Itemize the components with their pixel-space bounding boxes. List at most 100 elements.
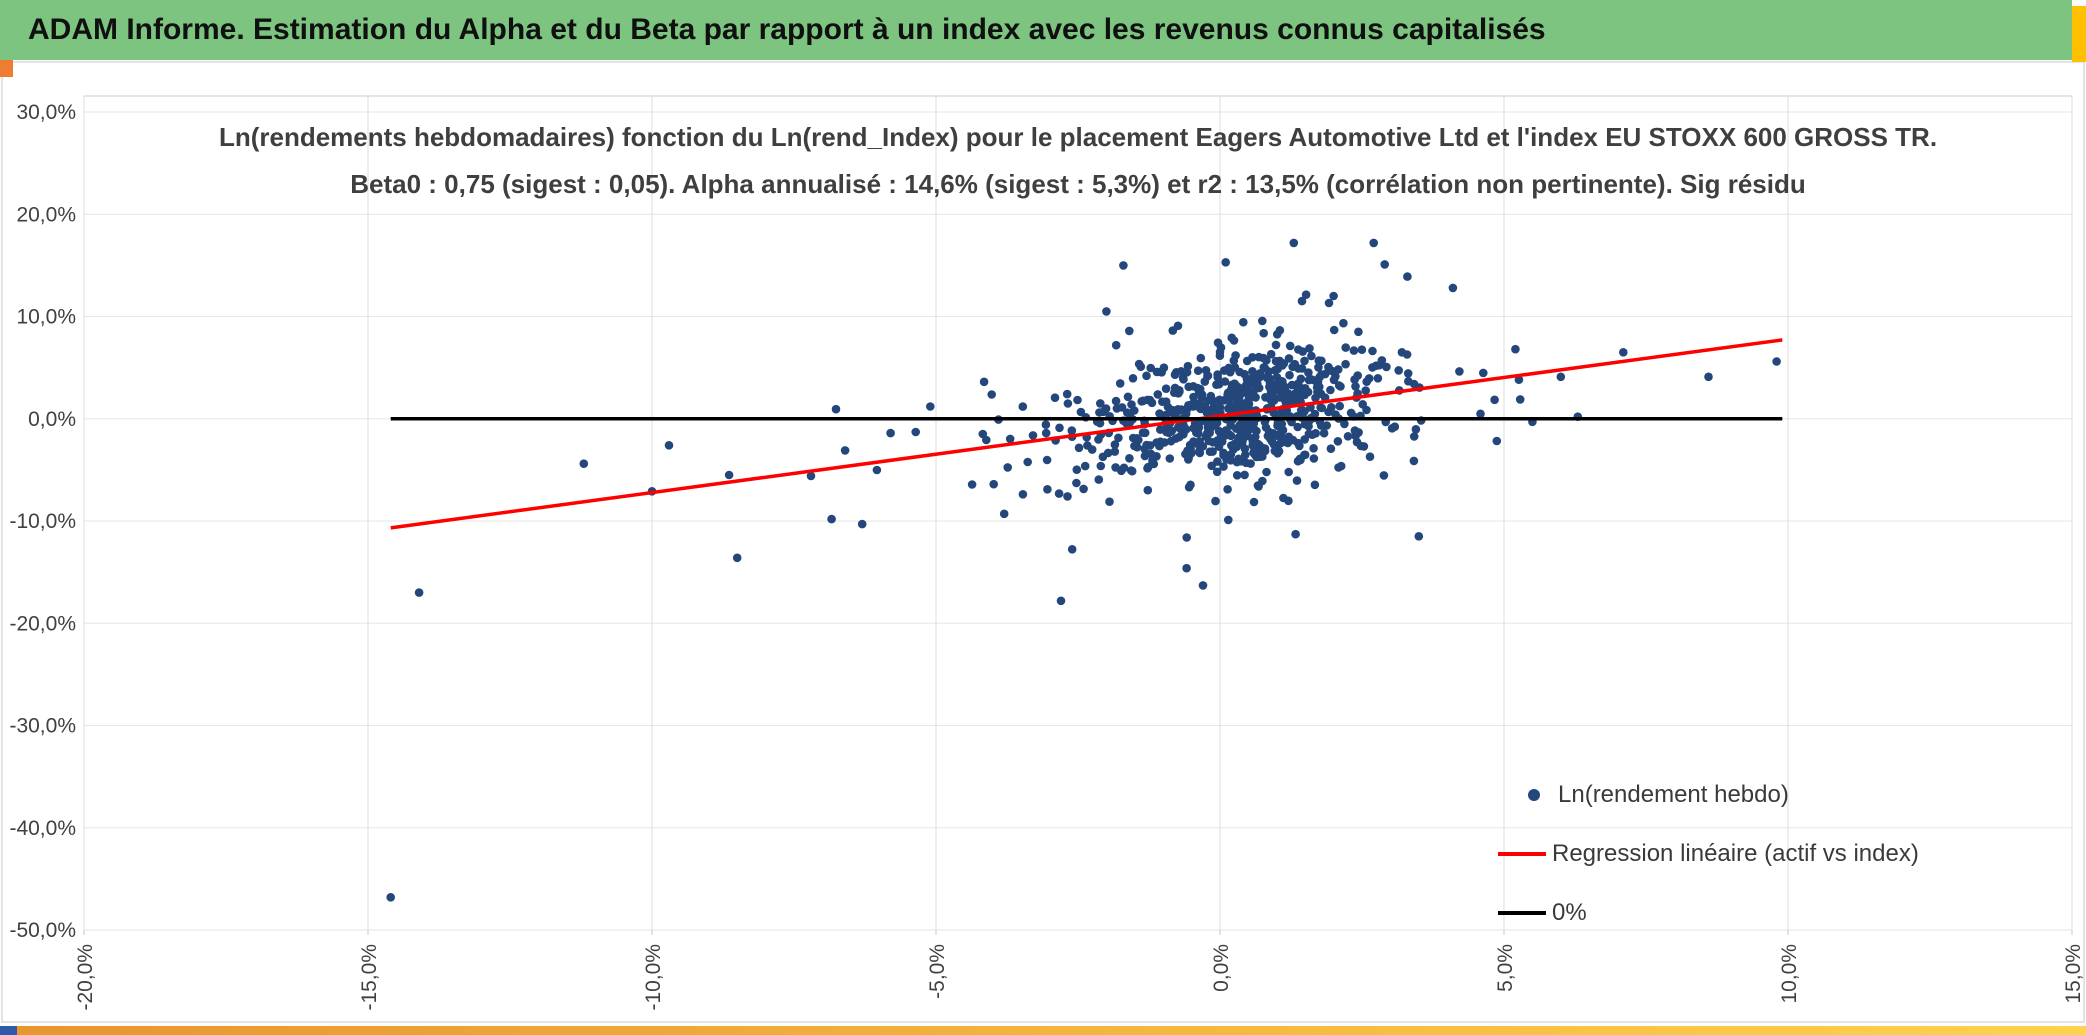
scatter-point[interactable] bbox=[840, 446, 850, 455]
scatter-point[interactable] bbox=[1317, 403, 1326, 413]
scatter-point[interactable] bbox=[1216, 343, 1226, 352]
scatter-point[interactable] bbox=[1114, 433, 1123, 443]
scatter-point[interactable] bbox=[1181, 409, 1191, 419]
scatter-point[interactable] bbox=[1217, 437, 1227, 446]
scatter-point[interactable] bbox=[1277, 377, 1287, 386]
scatter-point[interactable] bbox=[1329, 325, 1339, 335]
scatter-point[interactable] bbox=[1184, 482, 1194, 492]
scatter-point[interactable] bbox=[1224, 515, 1233, 525]
scatter-point[interactable] bbox=[1005, 434, 1015, 444]
scatter-point[interactable] bbox=[1028, 431, 1038, 440]
scatter-point[interactable] bbox=[1200, 401, 1210, 410]
scatter-point[interactable] bbox=[1227, 333, 1236, 343]
scatter-point[interactable] bbox=[1351, 382, 1360, 391]
scatter-point[interactable] bbox=[1253, 481, 1263, 490]
scatter-point[interactable] bbox=[1042, 455, 1052, 465]
scatter-point[interactable] bbox=[1319, 428, 1329, 438]
scatter-point[interactable] bbox=[1119, 463, 1129, 473]
scatter-point[interactable] bbox=[1062, 389, 1072, 399]
scatter-point[interactable] bbox=[1080, 461, 1090, 471]
scatter-point[interactable] bbox=[1704, 372, 1713, 382]
scatter-point[interactable] bbox=[1161, 397, 1171, 407]
scatter-point[interactable] bbox=[1307, 351, 1316, 361]
scatter-point[interactable] bbox=[1414, 532, 1424, 541]
scatter-point[interactable] bbox=[1079, 484, 1088, 494]
scatter-point[interactable] bbox=[1354, 327, 1363, 337]
scatter-point[interactable] bbox=[1182, 563, 1191, 573]
scatter-point[interactable] bbox=[1324, 407, 1333, 417]
scatter-point[interactable] bbox=[1148, 456, 1157, 465]
scatter-point[interactable] bbox=[1067, 426, 1077, 435]
scatter-point[interactable] bbox=[1111, 340, 1121, 350]
scatter-point[interactable] bbox=[1050, 393, 1060, 403]
scatter-point[interactable] bbox=[1123, 392, 1133, 402]
scatter-point[interactable] bbox=[1101, 404, 1111, 413]
scatter-point[interactable] bbox=[1260, 444, 1270, 453]
scatter-point[interactable] bbox=[1195, 384, 1205, 394]
scatter-point[interactable] bbox=[1259, 328, 1268, 338]
scatter-point[interactable] bbox=[1341, 359, 1350, 369]
scatter-point[interactable] bbox=[1164, 428, 1174, 438]
scatter-point[interactable] bbox=[1175, 386, 1184, 395]
scatter-point[interactable] bbox=[1183, 361, 1193, 371]
scatter-point[interactable] bbox=[1208, 447, 1217, 456]
scatter-point[interactable] bbox=[1354, 428, 1363, 437]
scatter-point[interactable] bbox=[1320, 369, 1330, 379]
scatter-point[interactable] bbox=[386, 893, 396, 902]
scatter-point[interactable] bbox=[1275, 326, 1285, 335]
scatter-point[interactable] bbox=[1296, 455, 1305, 465]
scatter-point[interactable] bbox=[1270, 366, 1280, 375]
scatter-point[interactable] bbox=[1288, 362, 1297, 372]
scatter-point[interactable] bbox=[1339, 318, 1348, 328]
scatter-point[interactable] bbox=[967, 480, 977, 489]
scatter-point[interactable] bbox=[1511, 344, 1520, 354]
scatter-point[interactable] bbox=[1291, 529, 1300, 539]
scatter-point[interactable] bbox=[1155, 409, 1164, 418]
scatter-point[interactable] bbox=[978, 429, 988, 439]
scatter-point[interactable] bbox=[1309, 454, 1319, 463]
scatter-point[interactable] bbox=[1023, 457, 1032, 467]
scatter-point[interactable] bbox=[1137, 397, 1146, 406]
scatter-point[interactable] bbox=[1152, 367, 1162, 377]
scatter-point[interactable] bbox=[989, 479, 998, 489]
scatter-point[interactable] bbox=[1224, 363, 1234, 373]
scatter-point[interactable] bbox=[1196, 353, 1206, 363]
scatter-point[interactable] bbox=[1003, 463, 1012, 472]
scatter-point[interactable] bbox=[1310, 409, 1320, 419]
scatter-point[interactable] bbox=[1242, 356, 1252, 366]
scatter-point[interactable] bbox=[1324, 298, 1334, 308]
scatter-point[interactable] bbox=[1271, 340, 1281, 350]
scatter-point[interactable] bbox=[1094, 435, 1103, 444]
scatter-point[interactable] bbox=[1146, 449, 1156, 459]
scatter-point[interactable] bbox=[1309, 444, 1318, 453]
scatter-point[interactable] bbox=[1072, 478, 1081, 488]
scatter-point[interactable] bbox=[1202, 408, 1212, 417]
scatter-point[interactable] bbox=[1156, 437, 1165, 447]
scatter-point[interactable] bbox=[1063, 399, 1073, 408]
scatter-point[interactable] bbox=[1238, 399, 1247, 409]
scatter-point[interactable] bbox=[1125, 454, 1134, 463]
scatter-point[interactable] bbox=[1056, 596, 1066, 606]
scatter-point[interactable] bbox=[999, 509, 1009, 519]
scatter-point[interactable] bbox=[1369, 238, 1378, 248]
scatter-point[interactable] bbox=[1619, 348, 1628, 357]
scatter-point[interactable] bbox=[1316, 421, 1326, 430]
scatter-point[interactable] bbox=[1182, 533, 1191, 542]
scatter-point[interactable] bbox=[1329, 291, 1338, 301]
scatter-point[interactable] bbox=[1096, 399, 1105, 408]
scatter-point[interactable] bbox=[1299, 388, 1308, 397]
scatter-point[interactable] bbox=[1336, 382, 1345, 391]
scatter-point[interactable] bbox=[1382, 362, 1391, 372]
scatter-point[interactable] bbox=[1304, 429, 1314, 439]
scatter-point[interactable] bbox=[1479, 368, 1488, 378]
scatter-point[interactable] bbox=[1074, 443, 1084, 453]
scatter-point[interactable] bbox=[1397, 348, 1407, 357]
scatter-point[interactable] bbox=[1380, 260, 1389, 269]
scatter-point[interactable] bbox=[1231, 351, 1240, 360]
scatter-point[interactable] bbox=[1304, 368, 1313, 377]
scatter-point[interactable] bbox=[979, 377, 989, 387]
scatter-point[interactable] bbox=[1095, 408, 1104, 417]
scatter-point[interactable] bbox=[1215, 351, 1225, 361]
scatter-point[interactable] bbox=[911, 427, 920, 437]
